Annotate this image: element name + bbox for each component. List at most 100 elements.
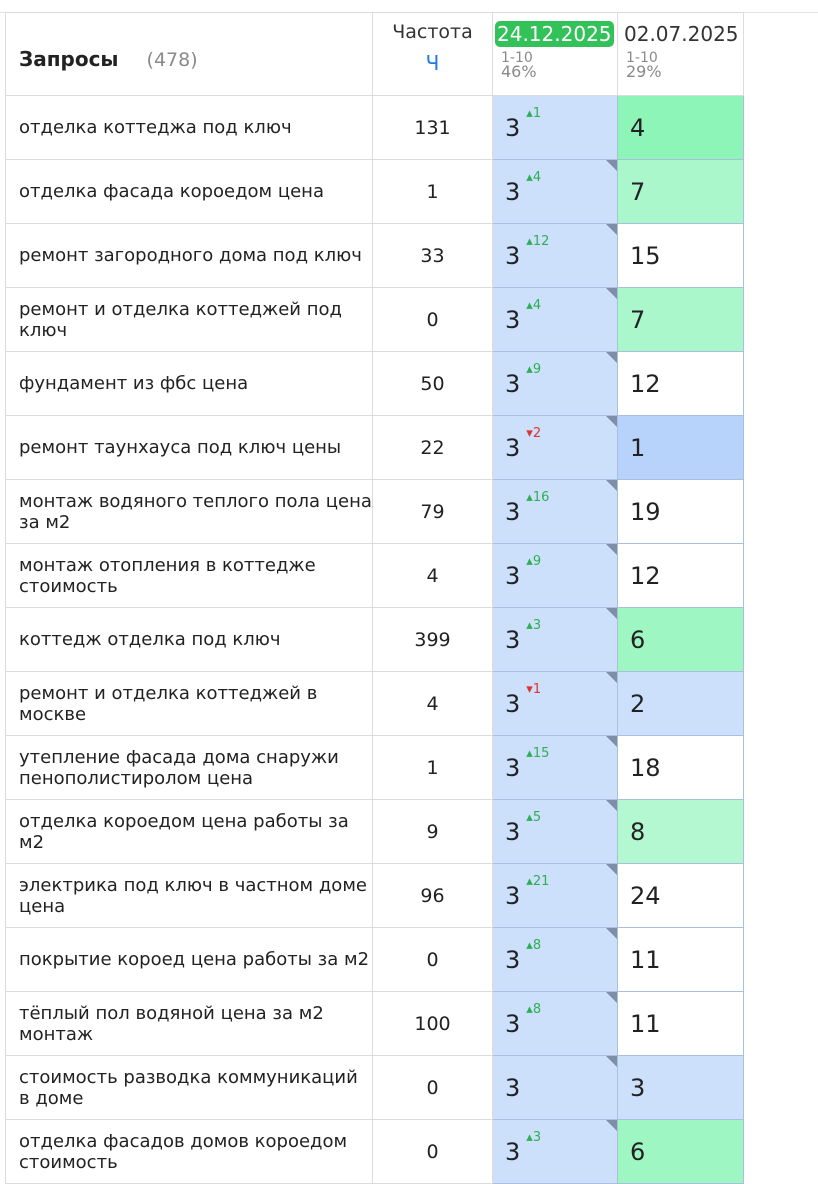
frequency-value: 33: [372, 223, 493, 288]
position-cell-current[interactable]: 3 ▴1: [492, 95, 618, 160]
position-change: ▴8: [526, 1001, 542, 1017]
position-cell-previous[interactable]: 1: [617, 415, 744, 480]
table-row: тёплый пол водяной цена за м2 монтаж 100…: [5, 991, 744, 1056]
frequency-header[interactable]: Частота Ч: [372, 12, 493, 96]
position-value: 3: [505, 945, 521, 974]
position-value: 12: [630, 561, 661, 590]
queries-header[interactable]: Запросы (478): [5, 12, 373, 96]
position-change: ▾1: [526, 681, 542, 697]
position-change: ▴21: [526, 873, 550, 889]
position-cell-previous[interactable]: 6: [617, 1119, 744, 1184]
note-corner-icon: [606, 608, 617, 619]
position-cell-previous[interactable]: 15: [617, 223, 744, 288]
position-cell-previous[interactable]: 12: [617, 351, 744, 416]
query-text[interactable]: ремонт и отделка коттеджей в москве: [5, 671, 373, 736]
position-cell-previous[interactable]: 3: [617, 1055, 744, 1120]
frequency-value: 100: [372, 991, 493, 1056]
query-text[interactable]: стоимость разводка коммуникаций в доме: [5, 1055, 373, 1120]
query-text[interactable]: фундамент из фбс цена: [5, 351, 373, 416]
table-row: ремонт и отделка коттеджей в москве 4 3 ▾…: [5, 671, 744, 736]
query-text[interactable]: коттедж отделка под ключ: [5, 607, 373, 672]
position-change: ▴4: [526, 169, 542, 185]
query-text[interactable]: ремонт загородного дома под ключ: [5, 223, 373, 288]
position-cell-previous[interactable]: 4: [617, 95, 744, 160]
position-cell-current[interactable]: 3 ▴8: [492, 991, 618, 1056]
date-header-2[interactable]: 02.07.2025 1-10 29%: [617, 12, 744, 96]
position-cell-current[interactable]: 3 ▴8: [492, 927, 618, 992]
position-cell-current[interactable]: 3 ▴4: [492, 287, 618, 352]
frequency-value: 1: [372, 159, 493, 224]
query-text[interactable]: монтаж водяного теплого пола цена за м2: [5, 479, 373, 544]
position-value: 1: [630, 433, 646, 462]
frequency-value: 79: [372, 479, 493, 544]
table-row: монтаж отопления в коттедже стоимость 4 …: [5, 543, 744, 608]
query-text[interactable]: ремонт таунхауса под ключ цены: [5, 415, 373, 480]
position-value: 3: [505, 1073, 521, 1102]
position-cell-previous[interactable]: 7: [617, 159, 744, 224]
position-cell-current[interactable]: 3 ▴9: [492, 543, 618, 608]
queries-title: Запросы: [19, 47, 119, 71]
position-cell-previous[interactable]: 2: [617, 671, 744, 736]
query-text[interactable]: покрытие короед цена работы за м2: [5, 927, 373, 992]
frequency-value: 0: [372, 1055, 493, 1120]
frequency-value: 50: [372, 351, 493, 416]
date-top-percent: 46%: [501, 62, 537, 81]
note-corner-icon: [606, 1056, 617, 1067]
query-text[interactable]: отделка короедом цена работы за м2: [5, 799, 373, 864]
position-cell-previous[interactable]: 11: [617, 927, 744, 992]
position-cell-previous[interactable]: 11: [617, 991, 744, 1056]
position-cell-previous[interactable]: 8: [617, 799, 744, 864]
position-change: ▴12: [526, 233, 550, 249]
position-value: 7: [630, 305, 646, 334]
position-cell-current[interactable]: 3 ▴3: [492, 607, 618, 672]
date-label[interactable]: 02.07.2025: [624, 22, 739, 46]
table-row: ремонт и отделка коттеджей под ключ 0 3 ▴…: [5, 287, 744, 352]
position-cell-current[interactable]: 3 ▴12: [492, 223, 618, 288]
table-row: электрика под ключ в частном доме цена 9…: [5, 863, 744, 928]
position-cell-current[interactable]: 3 ▴5: [492, 799, 618, 864]
query-text[interactable]: отделка фасадов домов короедом стоимость: [5, 1119, 373, 1184]
query-text[interactable]: отделка коттеджа под ключ: [5, 95, 373, 160]
query-text[interactable]: монтаж отопления в коттедже стоимость: [5, 543, 373, 608]
position-cell-current[interactable]: 3 ▾2: [492, 415, 618, 480]
date-top-percent: 29%: [626, 62, 662, 81]
position-cell-previous[interactable]: 19: [617, 479, 744, 544]
position-cell-current[interactable]: 3 ▴9: [492, 351, 618, 416]
position-value: 19: [630, 497, 661, 526]
position-cell-current[interactable]: 3: [492, 1055, 618, 1120]
position-value: 2: [630, 689, 646, 718]
query-text[interactable]: ремонт и отделка коттеджей под ключ: [5, 287, 373, 352]
position-cell-previous[interactable]: 7: [617, 287, 744, 352]
position-change: ▴5: [526, 809, 542, 825]
frequency-value: 0: [372, 927, 493, 992]
table-row: отделка фасадов домов короедом стоимость…: [5, 1119, 744, 1184]
query-text[interactable]: электрика под ключ в частном доме цена: [5, 863, 373, 928]
frequency-type-link[interactable]: Ч: [425, 51, 440, 75]
position-value: 3: [505, 817, 521, 846]
position-cell-current[interactable]: 3 ▴4: [492, 159, 618, 224]
table-row: стоимость разводка коммуникаций в доме 0…: [5, 1055, 744, 1120]
note-corner-icon: [606, 544, 617, 555]
date-header-1[interactable]: 24.12.2025 1-10 46%: [492, 12, 618, 96]
position-value: 6: [630, 625, 646, 654]
note-corner-icon: [606, 288, 617, 299]
position-value: 11: [630, 945, 661, 974]
query-text[interactable]: утепление фасада дома снаружи пенополист…: [5, 735, 373, 800]
position-cell-current[interactable]: 3 ▴3: [492, 1119, 618, 1184]
query-text[interactable]: отделка фасада короедом цена: [5, 159, 373, 224]
position-cell-current[interactable]: 3 ▴21: [492, 863, 618, 928]
position-cell-current[interactable]: 3 ▴16: [492, 479, 618, 544]
table-row: покрытие короед цена работы за м2 0 3▴8 …: [5, 927, 744, 992]
position-cell-current[interactable]: 3 ▴15: [492, 735, 618, 800]
query-text[interactable]: тёплый пол водяной цена за м2 монтаж: [5, 991, 373, 1056]
position-value: 8: [630, 817, 646, 846]
position-change: ▴1: [526, 105, 542, 121]
note-corner-icon: [606, 352, 617, 363]
date-badge-active[interactable]: 24.12.2025: [495, 21, 614, 47]
position-cell-previous[interactable]: 6: [617, 607, 744, 672]
position-cell-previous[interactable]: 24: [617, 863, 744, 928]
position-value: 7: [630, 177, 646, 206]
position-cell-previous[interactable]: 18: [617, 735, 744, 800]
position-cell-current[interactable]: 3 ▾1: [492, 671, 618, 736]
position-cell-previous[interactable]: 12: [617, 543, 744, 608]
